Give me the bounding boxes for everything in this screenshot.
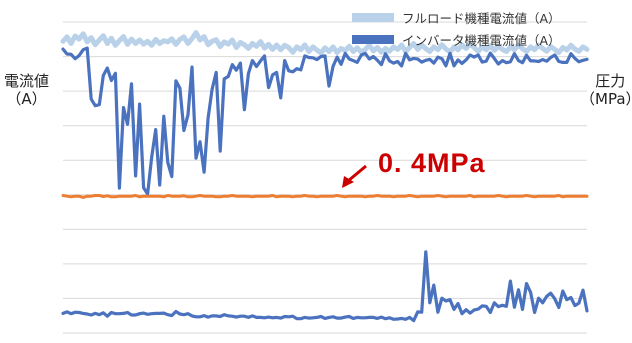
- pressure-annotation: 0. 4MPa: [378, 148, 486, 178]
- right-axis-title: 圧力 （MPa）: [580, 72, 632, 108]
- legend-swatch-inverter: [352, 34, 394, 44]
- left-axis-title-line2: （A）: [6, 90, 47, 108]
- series-line-inverter: [61, 46, 589, 196]
- left-axis-title: 電流値 （A）: [4, 72, 49, 108]
- right-axis-title-line1: 圧力: [595, 72, 626, 90]
- annotation-arrow: [342, 164, 367, 188]
- legend-item-full-load: フルロード機種電流値（A）: [352, 6, 561, 28]
- legend-label-full-load: フルロード機種電流値（A）: [402, 10, 561, 26]
- legend-label-inverter: インバータ機種電流値（A）: [402, 32, 561, 48]
- right-axis-title-line2: （MPa）: [580, 90, 632, 108]
- series-line-inverter-low: [61, 250, 589, 323]
- legend-swatch-full-load: [352, 12, 394, 22]
- series-line-full-load: [60, 30, 590, 56]
- left-axis-title-line1: 電流値: [4, 72, 50, 90]
- legend-item-inverter: インバータ機種電流値（A）: [352, 28, 561, 50]
- series-line-pressure: [61, 194, 589, 199]
- series-lines: [60, 30, 590, 323]
- chart-legend: フルロード機種電流値（A） インバータ機種電流値（A）: [352, 6, 561, 50]
